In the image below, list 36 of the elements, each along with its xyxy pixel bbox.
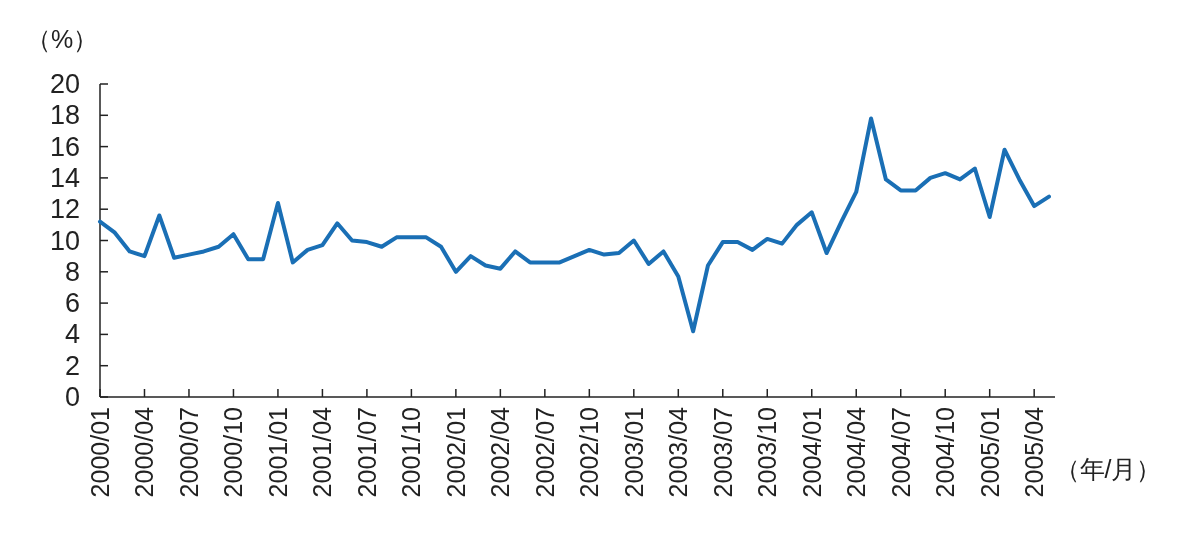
x-tick-label: 2005/01 — [975, 407, 1004, 498]
line-series — [98, 116, 1051, 334]
y-tick-label: 4 — [64, 319, 80, 350]
x-tick-label: 2000/04 — [130, 406, 159, 498]
y-tick-label: 14 — [49, 162, 80, 193]
y-tick-label: 16 — [49, 131, 80, 162]
x-tick-label: 2001/01 — [263, 407, 292, 498]
y-tick-label: 0 — [64, 382, 80, 412]
y-tick-label: 20 — [49, 69, 80, 99]
x-tick-label: 2004/10 — [931, 407, 960, 498]
x-tick-label: 2002/01 — [441, 407, 470, 498]
x-tick-label: 2000/01 — [86, 407, 114, 498]
x-tick-label: 2001/04 — [308, 406, 337, 498]
x-tick-label: 2004/01 — [797, 407, 826, 498]
x-tick-label: 2002/07 — [530, 407, 559, 498]
x-tick-label: 2002/04 — [486, 406, 515, 498]
x-tick-label: 2000/10 — [219, 407, 248, 498]
x-tick-label: 2003/10 — [753, 407, 782, 498]
x-tick-label: 2003/01 — [619, 407, 648, 498]
y-tick-label: 6 — [64, 288, 80, 319]
x-tick-label: 2001/10 — [397, 407, 426, 498]
x-tick-label: 2000/07 — [174, 407, 203, 498]
y-tick-label: 10 — [49, 225, 80, 256]
x-tick-label: 2002/10 — [575, 407, 604, 498]
y-tick-label: 2 — [64, 350, 80, 381]
y-axis-title: （%） — [25, 25, 99, 53]
x-tick-label: 2005/04 — [1020, 406, 1049, 498]
y-tick-label: 8 — [64, 256, 80, 287]
x-tick-label: 2003/04 — [664, 406, 693, 498]
x-tick-label: 2004/07 — [886, 407, 915, 498]
x-tick-label: 2003/07 — [708, 407, 737, 498]
x-axis-title: （年/月） — [1054, 455, 1162, 483]
x-tick-label: 2004/04 — [842, 406, 871, 498]
y-tick-label: 12 — [49, 194, 80, 225]
x-tick-label: 2001/07 — [352, 407, 381, 498]
y-tick-label: 18 — [49, 100, 80, 131]
